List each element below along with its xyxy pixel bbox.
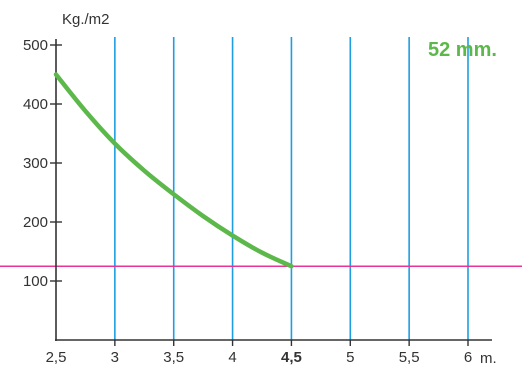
x-tick-label-4-5: 4,5 [281,349,302,366]
x-tick-label-3-5: 3,5 [163,349,184,366]
x-tick-label-5: 5 [346,349,354,366]
grid-layer [114,37,469,340]
series-layer [53,72,294,269]
x-axis-unit: m. [480,350,497,367]
y-tick-label-300: 300 [23,155,48,172]
y-tick-label-400: 400 [23,96,48,113]
x-tick-label-4: 4 [228,349,236,366]
x-tick-label-6: 6 [464,349,472,366]
y-tick-label-100: 100 [23,273,48,290]
annotation-label: 52 mm. [428,39,497,61]
y-tick-label-500: 500 [23,37,48,54]
label-layer: Kg./m2 m. 52 mm. 100 200 300 400 500 2,5 3 3,5 4… [23,11,497,367]
y-tick-label-200: 200 [23,214,48,231]
x-tick-label-5-5: 5,5 [399,349,420,366]
load-curve [53,72,294,269]
x-tick-label-2-5: 2,5 [46,349,67,366]
x-tick-label-3: 3 [111,349,119,366]
y-axis-title: Kg./m2 [62,11,110,28]
axis-layer [50,39,492,346]
